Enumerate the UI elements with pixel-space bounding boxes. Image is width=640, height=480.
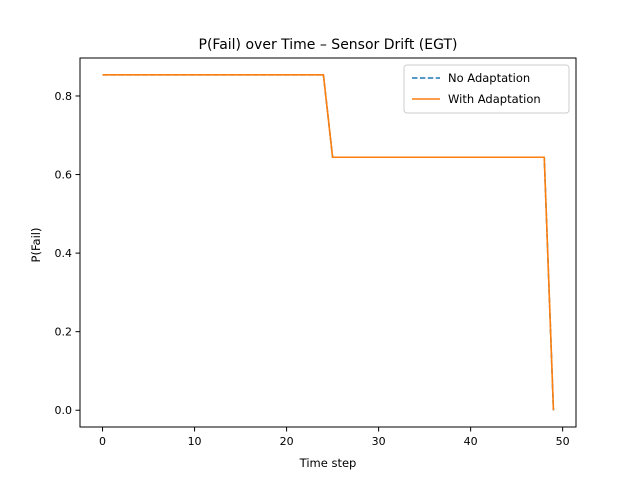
series-line-2	[102, 73, 555, 411]
legend-label-2: With Adaptation	[448, 92, 541, 106]
y-axis-label: P(Fail)	[29, 228, 43, 263]
plot-area	[79, 57, 577, 428]
plot-frame	[79, 57, 577, 428]
series-line-1	[102, 73, 555, 411]
legend-box	[403, 64, 570, 114]
x-tick-label: 30	[372, 435, 386, 448]
legend-label-1: No Adaptation	[448, 71, 530, 85]
chart-title: P(Fail) over Time – Sensor Drift (EGT)	[199, 37, 458, 53]
y-tick-label: 0.6	[55, 169, 73, 182]
x-tick-label: 20	[280, 435, 294, 448]
y-tick-label: 0.4	[55, 247, 73, 260]
x-tick-label: 40	[464, 435, 478, 448]
y-tick-label: 0.2	[55, 326, 73, 339]
x-axis-label: Time step	[299, 456, 357, 470]
x-tick-label: 10	[188, 435, 202, 448]
x-axis: 0 10 20 30 40 50	[99, 427, 570, 448]
x-tick-label: 0	[99, 435, 106, 448]
y-tick-label: 0.0	[55, 404, 73, 417]
legend: No Adaptation With Adaptation	[403, 64, 570, 114]
y-tick-label: 0.8	[55, 90, 73, 103]
x-tick-label: 50	[556, 435, 570, 448]
y-axis: 0.0 0.2 0.4 0.6 0.8	[55, 90, 80, 417]
